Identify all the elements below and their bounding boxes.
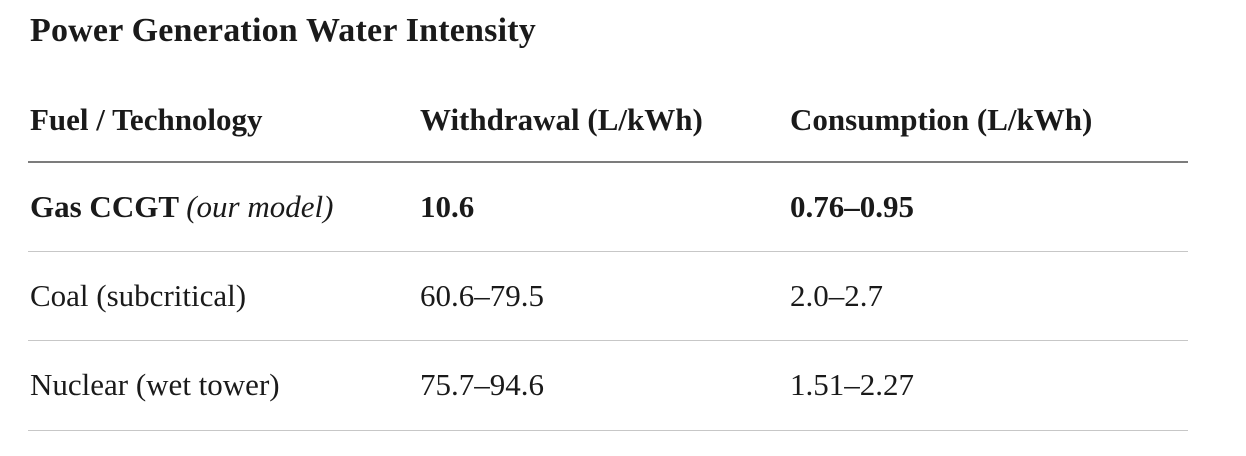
fuel-cell: Nuclear (wet tower): [28, 340, 418, 431]
table-row-gas-ccgt: Gas CCGT (our model) 10.6 0.76–0.95: [28, 161, 1188, 253]
page-title: Power Generation Water Intensity: [30, 12, 536, 49]
fuel-cell: Gas CCGT (our model): [28, 161, 418, 253]
water-intensity-table: Fuel / Technology Withdrawal (L/kWh) Con…: [28, 51, 1188, 431]
column-header-consumption: Consumption (L/kWh): [788, 51, 1188, 163]
withdrawal-cell: 75.7–94.6: [418, 340, 788, 431]
table-header: Fuel / Technology Withdrawal (L/kWh) Con…: [28, 51, 1188, 163]
fuel-note: (our model): [186, 188, 334, 224]
fuel-name: Coal (subcritical): [30, 278, 247, 314]
table-header-row: Fuel / Technology Withdrawal (L/kWh) Con…: [28, 51, 1188, 163]
fuel-cell: Coal (subcritical): [28, 251, 418, 342]
fuel-name: Nuclear (wet tower): [30, 367, 280, 403]
table-row-nuclear: Nuclear (wet tower) 75.7–94.6 1.51–2.27: [28, 340, 1188, 431]
withdrawal-cell: 10.6: [418, 161, 788, 253]
table-row-coal: Coal (subcritical) 60.6–79.5 2.0–2.7: [28, 251, 1188, 342]
withdrawal-cell: 60.6–79.5: [418, 251, 788, 342]
consumption-cell: 2.0–2.7: [788, 251, 1188, 342]
fuel-name: Gas CCGT: [30, 188, 179, 224]
column-header-fuel-technology: Fuel / Technology: [28, 51, 418, 163]
consumption-cell: 1.51–2.27: [788, 340, 1188, 431]
table-body: Gas CCGT (our model) 10.6 0.76–0.95 Coal…: [28, 161, 1188, 431]
column-header-withdrawal: Withdrawal (L/kWh): [418, 51, 788, 163]
consumption-cell: 0.76–0.95: [788, 161, 1188, 253]
